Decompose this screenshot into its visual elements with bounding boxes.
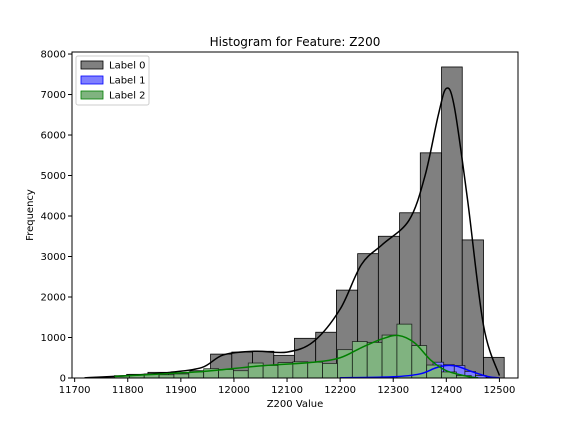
legend-swatch [81,91,103,99]
histogram-bar [308,362,323,378]
chart-title: Histogram for Feature: Z200 [210,35,381,49]
x-tick-label: 12100 [271,385,303,396]
y-tick-label: 0 [60,374,66,385]
histogram-bar [382,335,397,378]
y-tick-label: 1000 [41,333,66,344]
y-tick-label: 4000 [41,212,66,223]
x-tick-label: 11700 [59,385,91,396]
x-tick-label: 12400 [430,385,462,396]
histogram-bar [323,363,338,378]
legend-items: Label 0 Label 1 Label 2 [81,61,146,102]
legend-label: Label 1 [109,76,146,87]
y-tick-label: 8000 [41,50,66,61]
histogram-bar [219,370,234,379]
histogram-bar [397,324,412,378]
y-tick-label: 2000 [41,293,66,304]
y-axis-label: Frequency [25,189,36,241]
histogram-bar [367,342,382,378]
y-tick-label: 5000 [41,171,66,182]
y-tick-label: 7000 [41,90,66,101]
x-axis-label: Z200 Value [267,399,324,410]
histogram-bar [233,371,248,378]
legend-swatch [81,61,103,69]
histogram-bar [352,342,367,378]
x-tick-label: 11900 [165,385,197,396]
histogram-bar [420,153,441,378]
x-tick-label: 12300 [377,385,409,396]
legend-label: Label 2 [109,91,146,102]
x-tick-label: 12500 [484,385,516,396]
x-tick-label: 11800 [112,385,144,396]
legend-label: Label 0 [109,61,146,72]
y-tick-label: 6000 [41,131,66,142]
y-tick-label: 3000 [41,252,66,263]
legend-swatch [81,76,103,84]
histogram-bar [263,365,278,378]
legend: Label 0 Label 1 Label 2 [76,56,149,105]
x-tick-label: 12200 [324,385,356,396]
histogram-bar [174,374,189,378]
histogram-bar [442,67,463,378]
x-tick-label: 12000 [218,385,250,396]
